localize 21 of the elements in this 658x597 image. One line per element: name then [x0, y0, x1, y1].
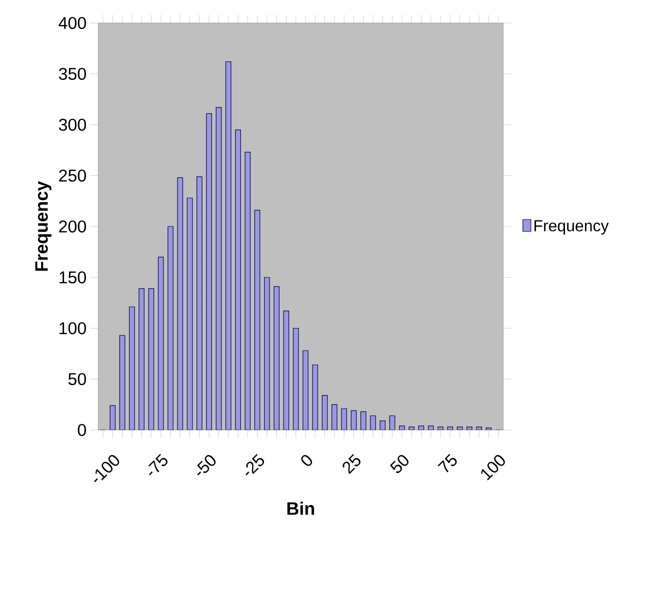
y-tick-label: 400 — [58, 16, 86, 30]
y-tick-label: 150 — [60, 271, 86, 284]
y-tick-label: 200 — [59, 220, 86, 233]
x-tick-label: -50 — [197, 455, 216, 476]
x-tick-label: 25 — [342, 454, 360, 474]
x-tick-label: -75 — [148, 454, 168, 476]
y-tick-label: 100 — [60, 322, 86, 334]
x-tick-label: -100 — [94, 455, 120, 482]
y-tick-label: 50 — [68, 373, 86, 386]
legend-label: Frequency — [534, 220, 609, 235]
y-tick-label: 250 — [59, 170, 86, 182]
x-tick-label: 75 — [438, 454, 457, 472]
x-axis-title: Bin — [287, 502, 314, 515]
y-tick-label: 0 — [78, 424, 86, 436]
x-tick-label: 50 — [390, 455, 408, 473]
x-tick-label: -25 — [245, 454, 264, 476]
y-axis-title: Frequency — [35, 181, 52, 271]
x-tick-label: 0 — [301, 455, 312, 466]
y-tick-label: 350 — [58, 68, 86, 80]
y-tick-label: 300 — [58, 118, 86, 131]
x-tick-label: 100 — [481, 455, 505, 480]
